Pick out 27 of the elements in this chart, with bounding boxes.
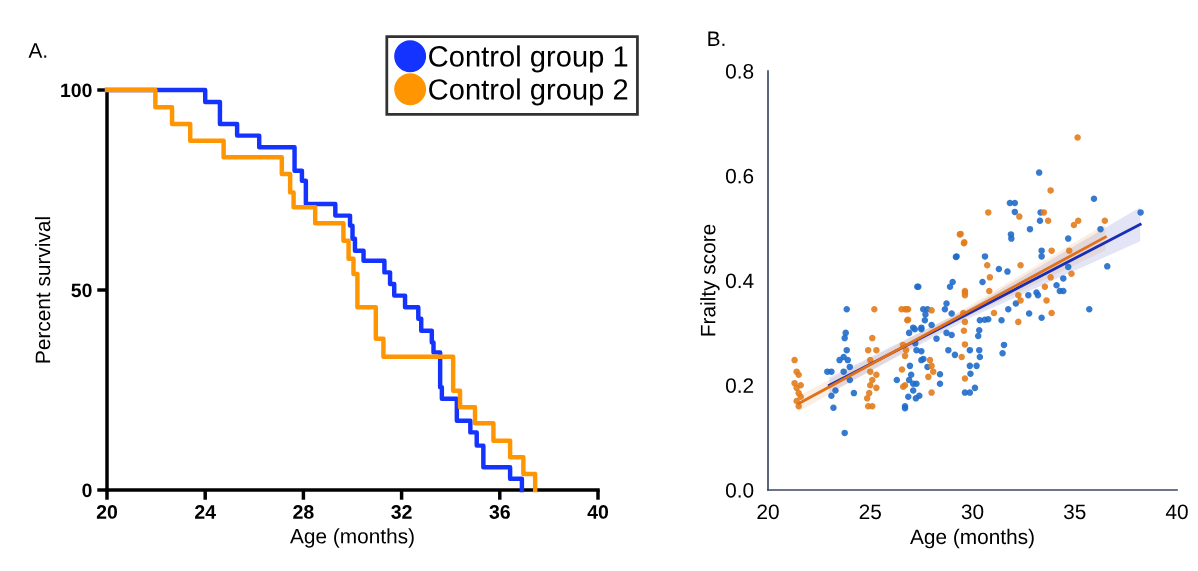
x-tick-label: 20 xyxy=(96,505,118,519)
x-tick-label: 35 xyxy=(1063,504,1086,520)
x-tick-label: 36 xyxy=(489,505,510,519)
x-tick-label: 40 xyxy=(1165,504,1188,520)
y-tick-label: 0.8 xyxy=(725,64,754,79)
x-axis-title: Age (months) xyxy=(910,528,1034,549)
legend-label: Control group 2 xyxy=(429,78,628,106)
y-tick-label: 0 xyxy=(82,483,92,498)
y-axis-title: Percent survival xyxy=(35,217,51,363)
x-tick-label: 30 xyxy=(961,504,984,520)
x-tick-label: 40 xyxy=(587,505,609,519)
y-tick-label: 0.6 xyxy=(725,168,754,184)
y-tick-label: 0.4 xyxy=(725,273,754,289)
legend-label: Control group 1 xyxy=(429,45,628,73)
x-tick-label: 25 xyxy=(859,504,881,520)
chart-title: B. xyxy=(708,31,725,46)
y-tick-label: 50 xyxy=(71,283,92,298)
y-tick-label: 100 xyxy=(61,83,92,98)
x-tick-label: 28 xyxy=(293,505,314,519)
y-tick-label: 0.0 xyxy=(725,483,754,498)
y-axis-title: Frailty score xyxy=(700,224,720,336)
x-tick-label: 32 xyxy=(391,505,412,519)
chart-title: A. xyxy=(28,43,47,58)
x-axis-title: Age (months) xyxy=(290,528,414,548)
y-tick-label: 0.2 xyxy=(725,378,754,393)
x-tick-label: 24 xyxy=(195,505,216,519)
x-tick-label: 20 xyxy=(757,504,779,520)
